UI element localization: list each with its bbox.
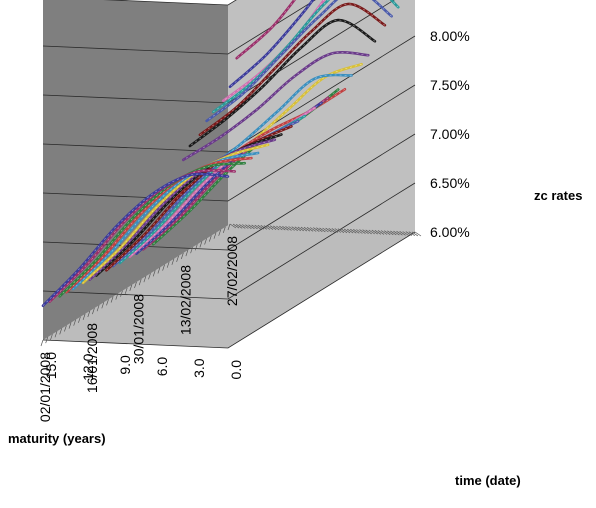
x-tick-label: 12.0 xyxy=(80,353,96,380)
floor xyxy=(43,224,415,348)
z-tick-label: 7.50% xyxy=(430,77,470,93)
series-line xyxy=(71,151,260,291)
series-line-highlight xyxy=(189,19,376,147)
series-line-highlight xyxy=(166,74,352,200)
series-line xyxy=(228,0,315,89)
series-layer xyxy=(41,0,400,307)
y-tick-label: 27/02/2008 xyxy=(224,236,240,306)
x-tick-label: 9.0 xyxy=(117,355,133,375)
gridline xyxy=(103,0,237,6)
z-axis-title: zc rates xyxy=(534,188,582,203)
y-tick-label: 02/01/2008 xyxy=(37,352,53,422)
series-line-highlight xyxy=(183,52,369,161)
y-tick-label: 13/02/2008 xyxy=(177,265,193,335)
axis-ticks xyxy=(40,223,422,347)
z-tick-label: 6.00% xyxy=(430,224,470,240)
series-line-highlight xyxy=(89,139,275,280)
z-tick-label: 6.50% xyxy=(430,175,470,191)
gridline xyxy=(42,182,416,300)
y-tick-label: 16/01/2008 xyxy=(84,323,100,393)
gridline xyxy=(42,84,416,202)
y-tick-label: 30/01/2008 xyxy=(131,294,147,364)
series-line xyxy=(48,168,236,303)
series-line-highlight xyxy=(199,3,386,136)
gridline xyxy=(42,231,416,349)
z-tick-label: 8.00% xyxy=(430,28,470,44)
x-axis-title: maturity (years) xyxy=(8,431,106,446)
y-axis-title: time (date) xyxy=(455,473,521,488)
series-line-highlight xyxy=(106,126,292,271)
tick-marks xyxy=(40,223,422,347)
series-line xyxy=(41,172,230,307)
series-line-highlight xyxy=(159,89,346,209)
series-line xyxy=(235,0,297,60)
x-tick-label: 6.0 xyxy=(154,357,170,377)
series-line xyxy=(205,0,393,123)
x-tick-label: 3.0 xyxy=(191,358,207,378)
z-tick-label: 7.00% xyxy=(430,126,470,142)
axis-tick-labels: 6.00%6.50%7.00%7.50%8.00%8.50%9.00%9.50%… xyxy=(37,28,470,422)
x-tick-label: 0.0 xyxy=(228,360,244,380)
series-line xyxy=(58,161,246,298)
gridline xyxy=(42,0,316,55)
series-line xyxy=(81,143,270,285)
series-line xyxy=(212,0,400,114)
series-line xyxy=(65,156,253,294)
x-tick-label: 15.0 xyxy=(43,352,59,379)
